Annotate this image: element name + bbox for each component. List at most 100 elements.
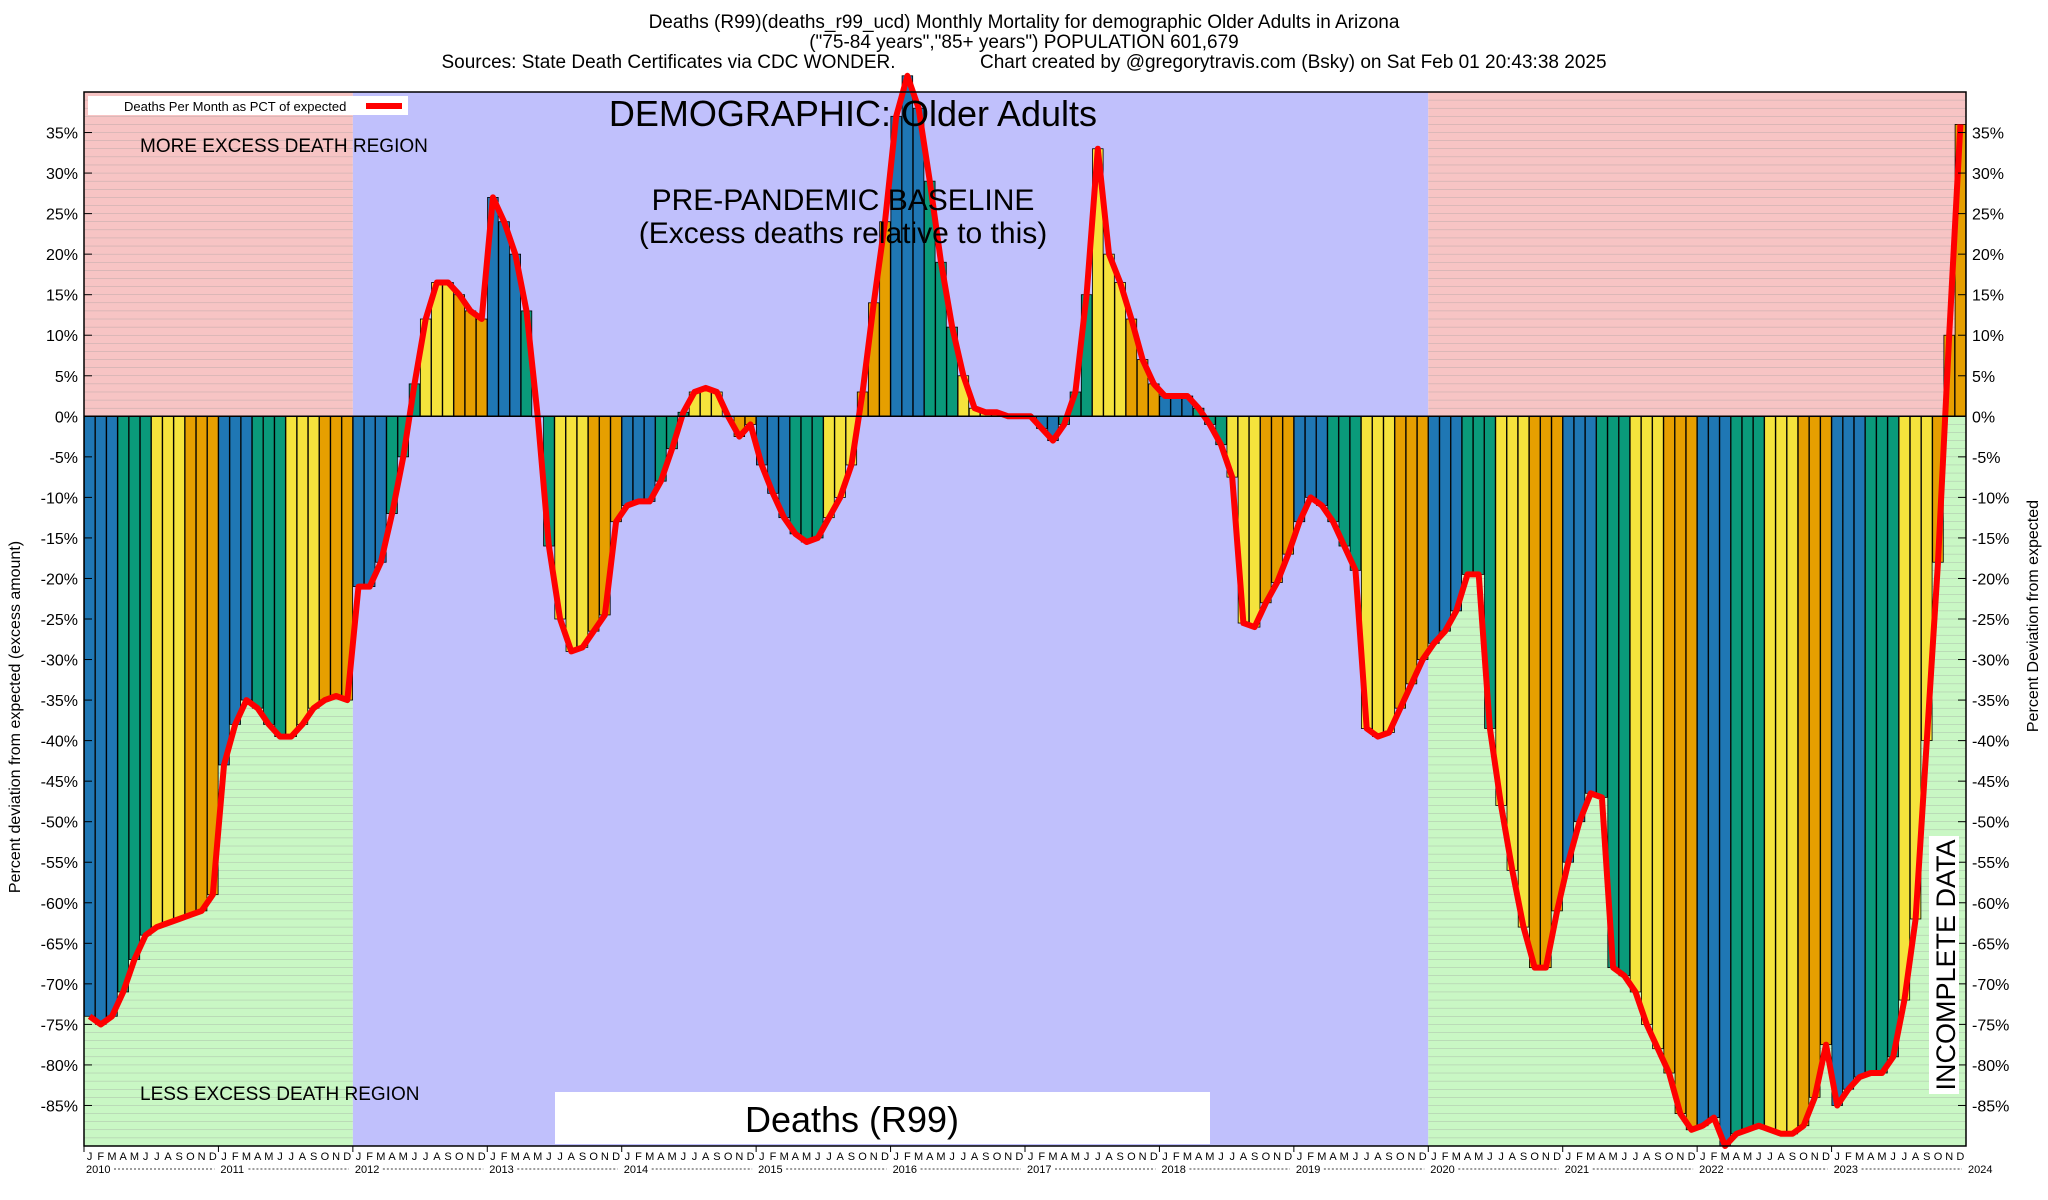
- chart-title-line2: ("75-84 years","85+ years") POPULATION 6…: [809, 32, 1239, 53]
- x-month-label: O: [1396, 1151, 1405, 1163]
- x-month-label: M: [1586, 1151, 1595, 1163]
- x-month-label: A: [1867, 1151, 1875, 1163]
- x-month-label: J: [1297, 1151, 1303, 1163]
- x-month-label: O: [455, 1151, 464, 1163]
- bar-8: [173, 415, 185, 920]
- x-month-label: M: [1048, 1151, 1057, 1163]
- x-month-label: A: [971, 1151, 979, 1163]
- x-month-label: J: [681, 1151, 687, 1163]
- bar-9: [184, 415, 197, 916]
- x-month-label: J: [1431, 1151, 1437, 1163]
- bar-162: [1898, 415, 1911, 1001]
- bar-141: [1663, 415, 1675, 1074]
- x-month-label: A: [164, 1151, 172, 1163]
- x-month-label: A: [388, 1151, 396, 1163]
- y-tick-label-right: 30%: [1972, 166, 2004, 183]
- x-month-label: M: [264, 1151, 273, 1163]
- x-month-label: A: [836, 1151, 844, 1163]
- x-month-label: M: [130, 1151, 139, 1163]
- x-month-label: M: [533, 1151, 542, 1163]
- x-year-label: 2018: [1161, 1164, 1185, 1176]
- x-month-label: J: [1902, 1151, 1908, 1163]
- x-year-label: 2010: [86, 1164, 110, 1176]
- y-tick-label-left: -5%: [50, 450, 78, 467]
- bar-116: [1383, 415, 1395, 733]
- y-tick-label-left: 0%: [55, 409, 78, 426]
- y-axis-right-label: Percent Deviation from expected: [2025, 500, 2042, 732]
- bar-115: [1372, 415, 1384, 737]
- x-year-label: 2023: [1834, 1164, 1858, 1176]
- x-month-label: N: [467, 1151, 475, 1163]
- y-tick-label-left: 20%: [46, 247, 78, 264]
- bar-142: [1674, 415, 1687, 1114]
- y-tick-label-right: -20%: [1972, 571, 2009, 588]
- baseline-annotation-line2: (Excess deaths relative to this): [639, 217, 1048, 250]
- y-tick-label-left: -30%: [41, 653, 78, 670]
- x-month-label: S: [1923, 1151, 1930, 1163]
- x-month-label: D: [881, 1151, 889, 1163]
- x-month-label: F: [232, 1151, 239, 1163]
- x-month-label: A: [1733, 1151, 1741, 1163]
- x-month-label: M: [645, 1151, 654, 1163]
- x-month-label: O: [1799, 1151, 1808, 1163]
- y-tick-label-right: 20%: [1972, 247, 2004, 264]
- x-month-label: O: [186, 1151, 195, 1163]
- x-month-label: A: [1643, 1151, 1651, 1163]
- bar-157: [1842, 415, 1855, 1090]
- x-month-label: D: [1015, 1151, 1023, 1163]
- bar-33: [453, 294, 465, 417]
- x-month-label: J: [1890, 1151, 1896, 1163]
- x-month-label: A: [1374, 1151, 1382, 1163]
- y-tick-label-right: 15%: [1972, 288, 2004, 305]
- x-month-label: D: [1688, 1151, 1696, 1163]
- x-month-label: S: [1789, 1151, 1796, 1163]
- y-tick-label-left: -60%: [41, 896, 78, 913]
- x-month-label: A: [254, 1151, 262, 1163]
- y-tick-label-right: 35%: [1972, 126, 2004, 143]
- x-month-label: A: [1464, 1151, 1472, 1163]
- x-month-label: S: [310, 1151, 317, 1163]
- x-month-label: N: [332, 1151, 340, 1163]
- bar-91: [1103, 253, 1115, 417]
- bar-121: [1439, 415, 1451, 632]
- bar-106: [1271, 415, 1283, 583]
- bar-110: [1316, 415, 1328, 506]
- bar-5: [139, 415, 152, 936]
- bar-118: [1405, 415, 1418, 685]
- x-month-label: J: [143, 1151, 149, 1163]
- bar-147: [1730, 415, 1743, 1135]
- x-month-label: D: [1419, 1151, 1427, 1163]
- x-month-label: F: [366, 1151, 373, 1163]
- x-month-label: M: [1071, 1151, 1080, 1163]
- y-tick-label-right: -40%: [1972, 734, 2009, 751]
- x-month-label: F: [97, 1151, 104, 1163]
- x-month-label: M: [376, 1151, 385, 1163]
- x-month-label: O: [321, 1151, 330, 1163]
- bar-49: [632, 415, 645, 502]
- x-month-label: A: [1777, 1151, 1785, 1163]
- y-tick-label-right: -35%: [1972, 693, 2009, 710]
- x-year-label: 2012: [355, 1164, 379, 1176]
- bar-158: [1853, 415, 1866, 1078]
- x-month-label: N: [1408, 1151, 1416, 1163]
- x-month-label: J: [1566, 1151, 1572, 1163]
- bar-97: [1170, 395, 1182, 417]
- bar-65: [812, 415, 824, 539]
- bar-64: [800, 415, 813, 543]
- x-year-label: 2024: [1968, 1164, 1992, 1176]
- y-tick-label-right: -45%: [1972, 774, 2009, 791]
- x-month-label: A: [1598, 1151, 1606, 1163]
- bar-45: [588, 415, 600, 632]
- x-month-label: J: [1028, 1151, 1034, 1163]
- x-month-label: N: [735, 1151, 743, 1163]
- x-month-label: J: [1622, 1151, 1628, 1163]
- bar-16: [263, 415, 275, 725]
- x-month-label: J: [490, 1151, 496, 1163]
- x-month-label: J: [557, 1151, 563, 1163]
- x-month-label: J: [1756, 1151, 1762, 1163]
- y-tick-label-left: -10%: [41, 490, 78, 507]
- bar-0: [83, 415, 96, 1017]
- bar-34: [464, 310, 477, 417]
- y-tick-label-right: 5%: [1972, 369, 1995, 386]
